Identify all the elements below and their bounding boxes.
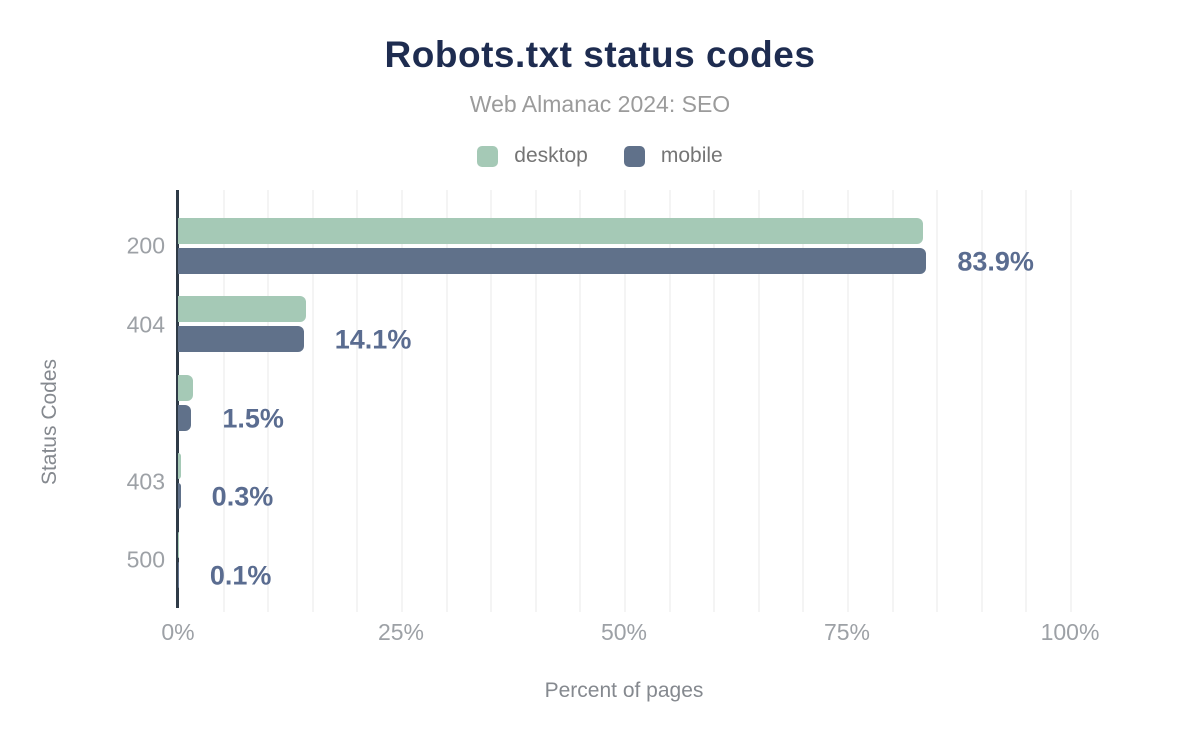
chart-subtitle: Web Almanac 2024: SEO [469, 91, 731, 117]
bar-mobile-500[interactable] [178, 561, 179, 588]
bar-desktop-row2[interactable] [178, 374, 194, 401]
gridline-70pct [802, 190, 805, 612]
x-tick-100%: 100% [1040, 619, 1100, 645]
gridline-75pct [847, 190, 849, 612]
category-label-403: 403 [126, 468, 165, 494]
gridline-25pct [401, 190, 403, 612]
gridline-60pct [713, 190, 716, 612]
gridline-80pct [891, 190, 894, 612]
bar-mobile-403[interactable] [178, 483, 181, 509]
legend-item-mobile[interactable]: mobile [623, 144, 723, 168]
legend: desktop mobile [0, 143, 1200, 169]
gridline-20pct [356, 190, 359, 612]
legend-item-desktop[interactable]: desktop [477, 144, 588, 168]
gridline-50pct [624, 190, 626, 612]
gridline-40pct [534, 190, 537, 612]
value-label-403: 0.3% [211, 481, 274, 512]
value-label-row2: 1.5% [222, 403, 284, 433]
value-label-500: 0.1% [209, 560, 272, 590]
bar-desktop-200[interactable] [178, 217, 923, 244]
value-label-200: 83.9% [957, 246, 1034, 276]
legend-swatch-desktop [477, 145, 499, 167]
x-tick-50%: 50% [600, 619, 648, 645]
gridline-30pct [445, 190, 448, 612]
y-axis-line [176, 190, 179, 608]
bar-mobile-row2[interactable] [178, 404, 192, 431]
chart-title: Robots.txt status codes [384, 34, 816, 75]
gridline-35pct [490, 190, 493, 612]
gridline-55pct [668, 190, 671, 612]
gridline-65pct [757, 190, 760, 612]
gridline-90pct [980, 190, 983, 612]
value-label-404: 14.1% [334, 324, 412, 355]
gridline-5pct [222, 190, 225, 612]
legend-label: desktop [514, 144, 588, 167]
bar-desktop-403[interactable] [178, 453, 181, 479]
x-tick-75%: 75% [823, 619, 871, 645]
gridline-85pct [936, 190, 939, 612]
x-axis-title: Percent of pages [544, 679, 704, 702]
x-tick-25%: 25% [377, 619, 425, 645]
gridline-15pct [311, 190, 314, 612]
legend-swatch-mobile [623, 145, 645, 167]
x-tick-0%: 0% [161, 619, 195, 645]
category-label-404: 404 [126, 311, 165, 337]
bar-mobile-200[interactable] [178, 247, 927, 274]
bar-desktop-404[interactable] [178, 296, 307, 322]
gridline-45pct [579, 190, 582, 612]
category-label-500: 500 [126, 546, 165, 573]
category-label-200: 200 [126, 232, 165, 259]
y-axis-title: Status Codes [38, 358, 61, 486]
bar-desktop-500[interactable] [178, 531, 179, 558]
legend-label: mobile [660, 144, 723, 167]
bar-mobile-404[interactable] [178, 326, 304, 352]
gridline-10pct [267, 190, 270, 612]
gridline-100pct [1070, 190, 1072, 612]
gridline-95pct [1025, 190, 1028, 612]
